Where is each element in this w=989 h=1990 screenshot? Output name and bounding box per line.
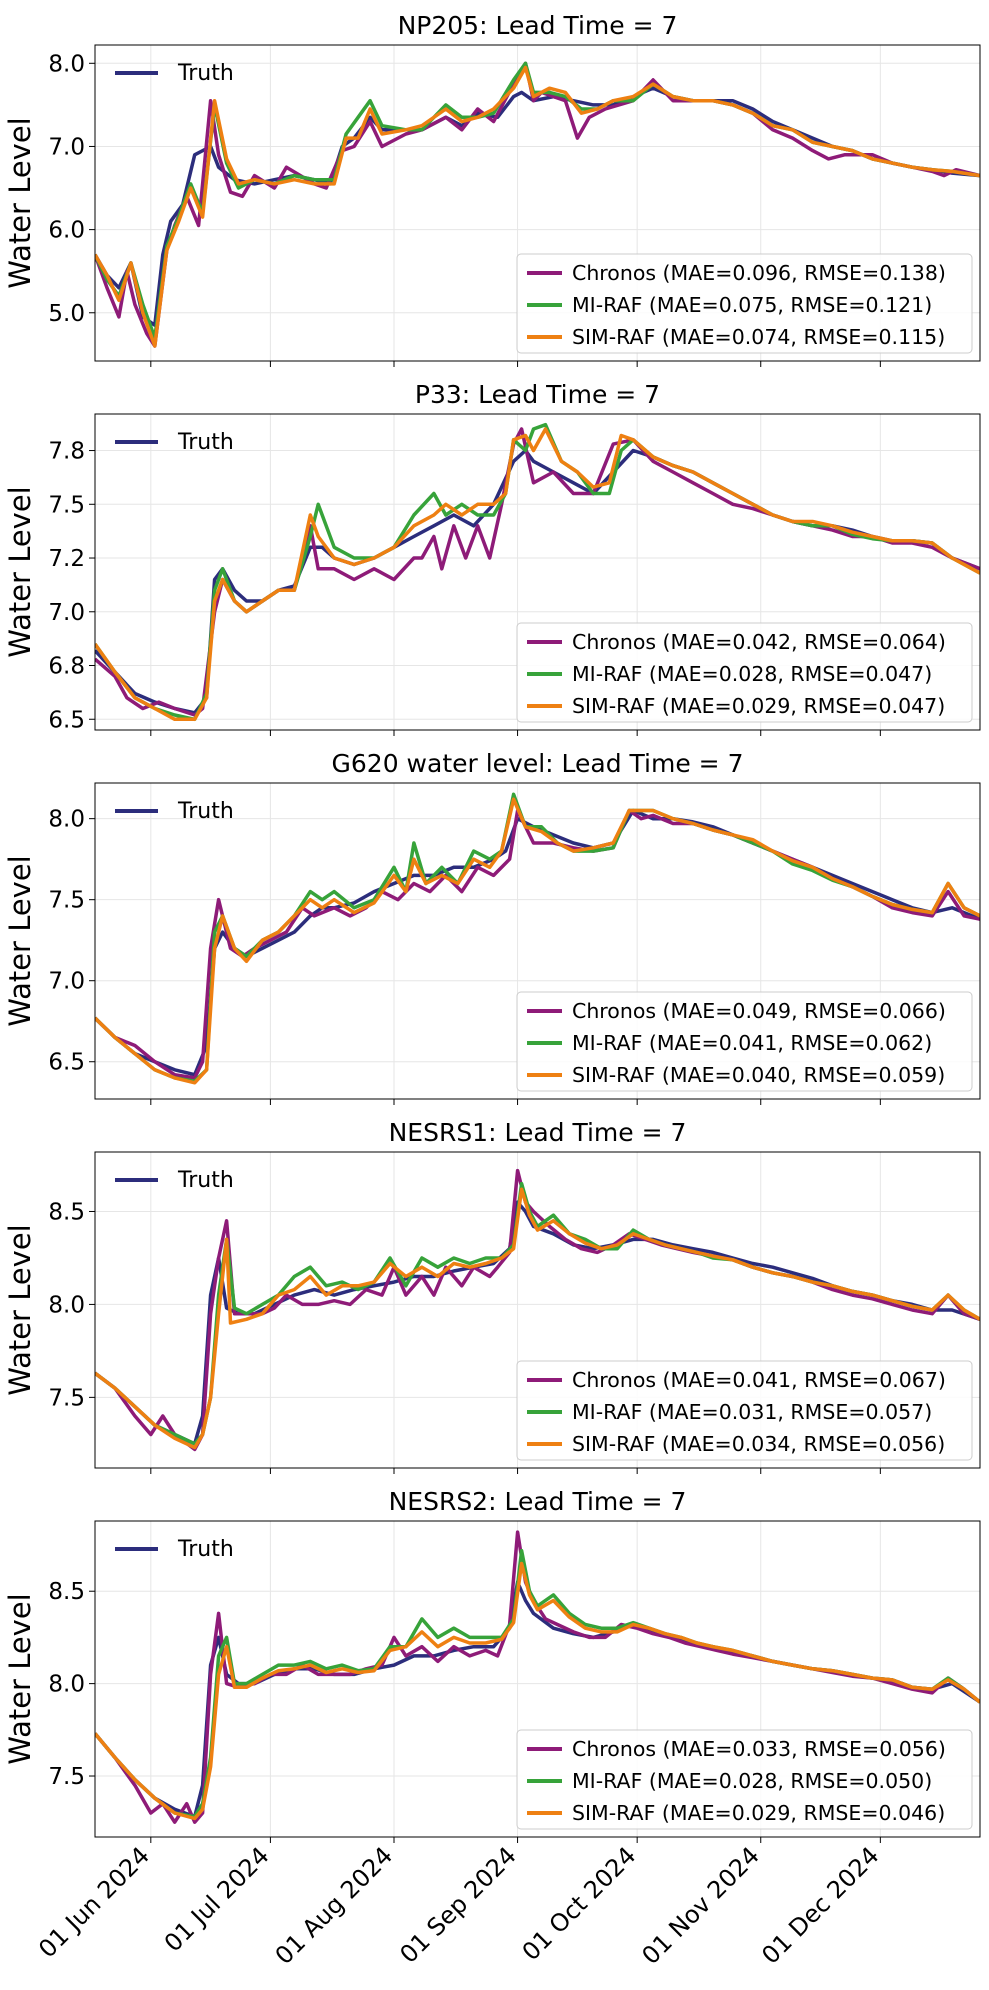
panel-1: NP205: Lead Time = 7 5.0 6.0 7.0 8.0 Water Le… <box>3 11 981 367</box>
x-tick-label: 01 Dec 2024 <box>756 1841 884 1969</box>
model-legend: Chronos (MAE=0.033, RMSE=0.056) MI-RAF (M… <box>516 1729 973 1830</box>
panel-title: G620 water level: Lead Time = 7 <box>332 749 744 778</box>
model-legend: Chronos (MAE=0.042, RMSE=0.064) MI-RAF (M… <box>516 622 973 723</box>
truth-legend: Truth <box>115 1537 234 1562</box>
plot-frame <box>94 44 981 362</box>
x-tick-label: 01 Aug 2024 <box>270 1841 399 1970</box>
panel-title: NESRS1: Lead Time = 7 <box>389 1118 687 1147</box>
legend-label-mi-raf: MI-RAF (MAE=0.028, RMSE=0.050) <box>572 1769 932 1793</box>
y-tick-label: 7.0 <box>48 969 85 995</box>
legend-box <box>516 991 973 1092</box>
model-legend: Chronos (MAE=0.096, RMSE=0.138) MI-RAF (M… <box>516 253 973 354</box>
y-tick-label: 7.0 <box>48 600 85 626</box>
plot-frame <box>94 782 981 1100</box>
y-tick-label: 8.0 <box>48 807 85 833</box>
y-tick-label: 6.8 <box>48 654 85 680</box>
legend-label-sim-raf: SIM-RAF (MAE=0.029, RMSE=0.046) <box>572 1801 945 1825</box>
y-axis-label: Water Level <box>3 1224 37 1396</box>
legend-label-sim-raf: SIM-RAF (MAE=0.029, RMSE=0.047) <box>572 694 945 718</box>
legend-label-chronos: Chronos (MAE=0.041, RMSE=0.067) <box>572 1368 946 1392</box>
sim-raf-line <box>95 65 980 348</box>
sim-raf-line <box>95 797 980 1085</box>
legend-label-chronos: Chronos (MAE=0.042, RMSE=0.064) <box>572 630 946 654</box>
legend-box <box>516 253 973 354</box>
sim-raf-line <box>95 1187 980 1450</box>
y-tick-label: 7.5 <box>48 492 85 518</box>
y-tick-label: 7.5 <box>48 1385 85 1411</box>
x-tick-label: 01 Oct 2024 <box>517 1841 642 1966</box>
truth-legend-label: Truth <box>177 1537 234 1562</box>
y-tick-label: 7.5 <box>48 888 85 914</box>
legend-label-mi-raf: MI-RAF (MAE=0.031, RMSE=0.057) <box>572 1400 932 1424</box>
plot-frame <box>94 413 981 731</box>
y-axis-label: Water Level <box>3 855 37 1027</box>
y-tick-label: 6.0 <box>48 218 85 244</box>
y-tick-label: 7.2 <box>48 546 85 572</box>
truth-legend: Truth <box>115 1168 234 1193</box>
y-tick-label: 7.5 <box>48 1764 85 1790</box>
legend-label-chronos: Chronos (MAE=0.049, RMSE=0.066) <box>572 999 946 1023</box>
legend-label-mi-raf: MI-RAF (MAE=0.041, RMSE=0.062) <box>572 1031 932 1055</box>
truth-legend-label: Truth <box>177 430 234 455</box>
x-tick-label: 01 Jul 2024 <box>159 1841 275 1957</box>
y-tick-label: 6.5 <box>48 707 85 733</box>
legend-label-sim-raf: SIM-RAF (MAE=0.074, RMSE=0.115) <box>572 325 945 349</box>
legend-label-sim-raf: SIM-RAF (MAE=0.034, RMSE=0.056) <box>572 1432 945 1456</box>
y-tick-label: 8.5 <box>48 1199 85 1225</box>
legend-box <box>516 1729 973 1830</box>
panel-title: P33: Lead Time = 7 <box>415 380 660 409</box>
model-legend: Chronos (MAE=0.041, RMSE=0.067) MI-RAF (M… <box>516 1360 973 1461</box>
panel-4: NESRS1: Lead Time = 7 7.5 8.0 8.5 Water Leve… <box>3 1118 981 1474</box>
y-axis-label: Water Level <box>3 1593 37 1765</box>
truth-legend-label: Truth <box>177 61 234 86</box>
plot-frame <box>94 1520 981 1838</box>
panel-5: NESRS2: Lead Time = 7 7.5 8.0 8.5 Water Leve… <box>3 1487 981 1843</box>
panel-3: G620 water level: Lead Time = 7 6.5 7.0 7.5… <box>3 749 981 1105</box>
legend-label-mi-raf: MI-RAF (MAE=0.028, RMSE=0.047) <box>572 662 932 686</box>
legend-label-mi-raf: MI-RAF (MAE=0.075, RMSE=0.121) <box>572 293 932 317</box>
legend-label-chronos: Chronos (MAE=0.033, RMSE=0.056) <box>572 1737 946 1761</box>
x-tick-label: 01 Sep 2024 <box>394 1841 521 1968</box>
x-tick-label: 01 Nov 2024 <box>636 1841 764 1969</box>
truth-legend: Truth <box>115 61 234 86</box>
y-tick-label: 5.0 <box>48 301 85 327</box>
panel-2: P33: Lead Time = 7 6.5 6.8 7.0 7.2 7.5 7.8 Wate… <box>3 380 981 736</box>
panel-title: NP205: Lead Time = 7 <box>398 11 678 40</box>
legend-label-sim-raf: SIM-RAF (MAE=0.040, RMSE=0.059) <box>572 1063 945 1087</box>
legend-label-chronos: Chronos (MAE=0.096, RMSE=0.138) <box>572 261 946 285</box>
y-tick-label: 8.0 <box>48 1292 85 1318</box>
truth-legend: Truth <box>115 799 234 824</box>
sim-raf-line <box>95 1561 980 1821</box>
y-tick-label: 7.8 <box>48 439 85 465</box>
panel-title: NESRS2: Lead Time = 7 <box>389 1487 687 1516</box>
legend-box <box>516 1360 973 1461</box>
y-tick-label: 8.0 <box>48 1672 85 1698</box>
y-tick-label: 6.5 <box>48 1050 85 1076</box>
y-tick-label: 7.0 <box>48 134 85 160</box>
legend-box <box>516 622 973 723</box>
plot-frame <box>94 1151 981 1469</box>
truth-legend-label: Truth <box>177 1168 234 1193</box>
sim-raf-line <box>95 427 980 722</box>
y-axis-label: Water Level <box>3 486 37 658</box>
y-tick-label: 8.0 <box>48 51 85 77</box>
truth-legend-label: Truth <box>177 799 234 824</box>
y-axis-label: Water Level <box>3 117 37 289</box>
truth-legend: Truth <box>115 430 234 455</box>
x-tick-label: 01 Jun 2024 <box>33 1841 155 1963</box>
y-tick-label: 8.5 <box>48 1579 85 1605</box>
model-legend: Chronos (MAE=0.049, RMSE=0.066) MI-RAF (M… <box>516 991 973 1092</box>
